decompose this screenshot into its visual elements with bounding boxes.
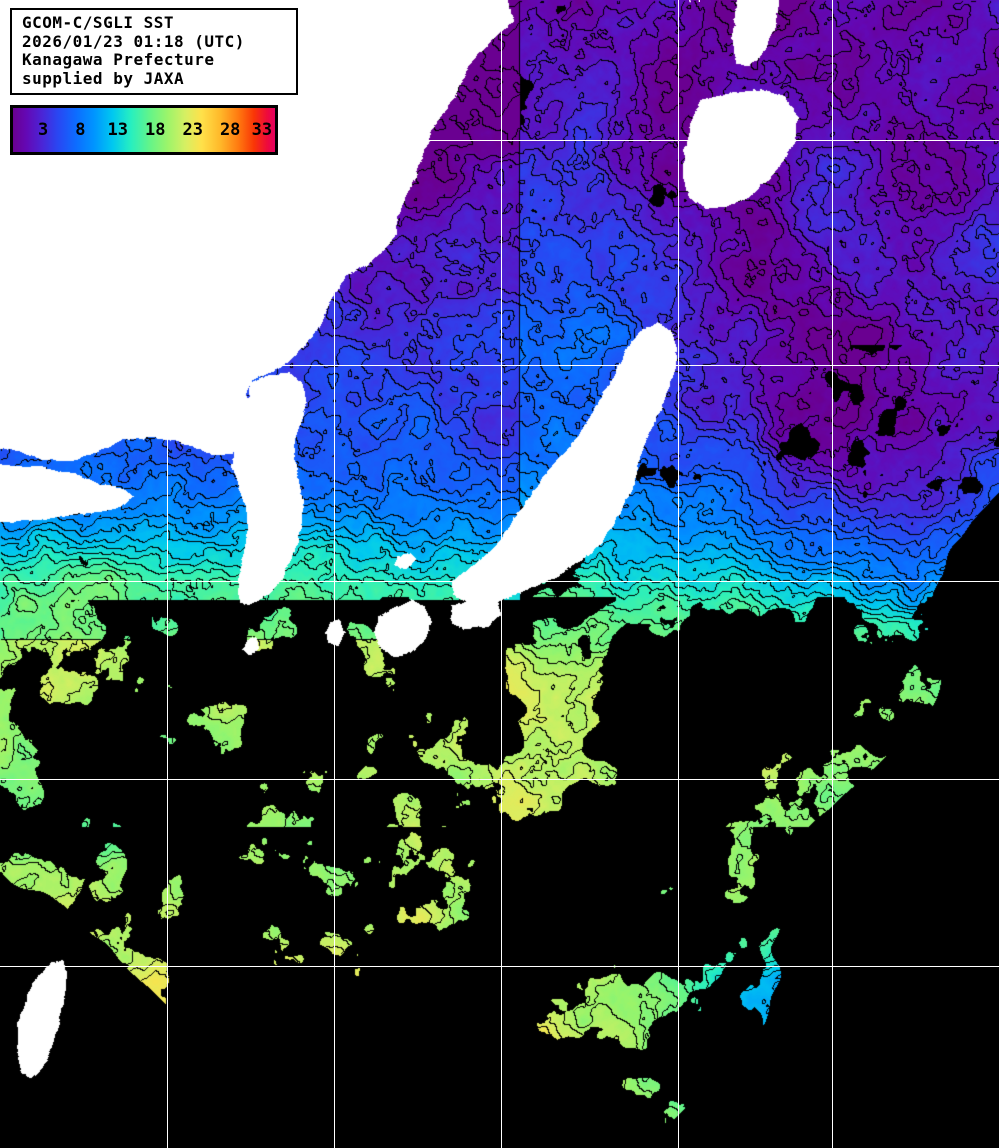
- gridline-vertical: [501, 0, 502, 1148]
- gridline-vertical: [832, 0, 833, 1148]
- legend-line-provider: supplied by JAXA: [22, 68, 185, 88]
- colorbar-tick-18: 18: [145, 119, 166, 140]
- gridline-horizontal: [0, 966, 1000, 967]
- colorbar-tick-8: 8: [75, 119, 86, 140]
- colorbar-tick-33: 33: [251, 119, 273, 140]
- legend-line-sensor: GCOM-C/SGLI SST: [22, 13, 174, 32]
- graticule-label-lon-140e: 140E: [686, 0, 704, 4]
- legend-line-datetime: 2026/01/23 01:18 (UTC): [22, 31, 245, 51]
- colorbar-tick-3: 3: [38, 119, 49, 140]
- gridline-horizontal: [0, 779, 1000, 780]
- gridline-vertical: [334, 0, 335, 1148]
- legend-info-panel: GCOM-C/SGLI SST 2026/01/23 01:18 (UTC) K…: [10, 8, 298, 95]
- colorbar-gradient: [13, 108, 275, 152]
- legend-line-region: Kanagawa Prefecture: [22, 50, 215, 69]
- gridline-horizontal: [0, 581, 1000, 582]
- gridline-horizontal: [0, 365, 1000, 366]
- gridline-vertical: [678, 0, 679, 1148]
- colorbar-tick-28: 28: [219, 119, 241, 140]
- graticule-label-lat-40n: 40N: [2, 353, 30, 371]
- sst-colorbar: 3 8 13 18 23 28 33: [10, 105, 278, 155]
- gridline-vertical: [167, 0, 168, 1148]
- colorbar-tick-23: 23: [182, 119, 203, 140]
- colorbar-tick-labels: 3 8 13 18 23 28 33: [13, 108, 275, 152]
- gridline-horizontal: [0, 140, 1000, 141]
- colorbar-tick-13: 13: [107, 119, 129, 140]
